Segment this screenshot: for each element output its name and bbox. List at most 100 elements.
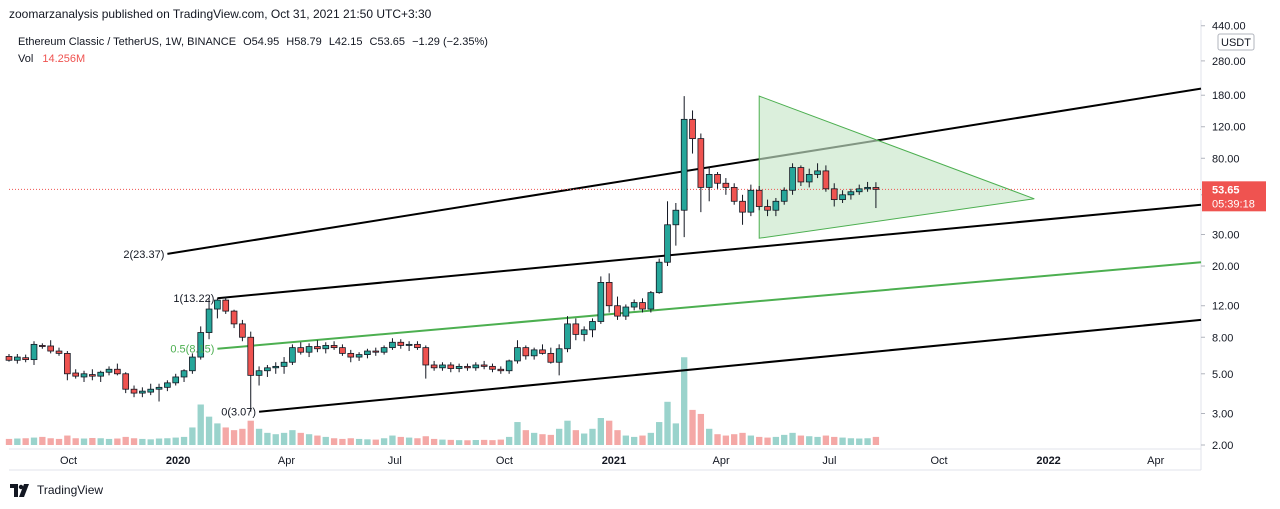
volume-bar — [580, 433, 588, 445]
volume-bar — [847, 438, 855, 445]
candle — [730, 183, 738, 205]
volume-bar — [172, 437, 179, 445]
candle-body — [122, 373, 130, 390]
channel-level-0 — [258, 318, 1202, 413]
volume-bar — [822, 435, 830, 445]
candle-body — [655, 261, 663, 294]
volume-label[interactable]: Vol — [18, 53, 34, 65]
candle — [747, 184, 755, 217]
currency-label[interactable]: USDT — [1221, 37, 1251, 49]
candle — [589, 318, 596, 338]
candle-body — [747, 189, 755, 213]
candle-body — [664, 224, 671, 263]
candle-body — [280, 361, 288, 367]
candle-body — [839, 194, 846, 201]
volume-bar — [764, 437, 771, 445]
publisher-line: zoomarzanalysis published on TradingView… — [9, 7, 432, 21]
volume-bar — [756, 436, 763, 445]
volume-bar — [247, 420, 254, 445]
volume-bar — [839, 437, 846, 445]
candle — [205, 298, 213, 340]
y-tick-label: 120.00 — [1212, 122, 1246, 134]
candle-body — [230, 310, 238, 325]
candle — [630, 299, 638, 311]
volume-bar — [797, 435, 805, 445]
candle-body — [814, 170, 821, 175]
volume-bar — [380, 438, 388, 445]
candle — [864, 181, 871, 192]
volume-bar — [497, 439, 504, 445]
y-tick-label: 20.00 — [1212, 261, 1240, 273]
candle-body — [680, 118, 688, 211]
volume-bar — [714, 434, 721, 445]
candle — [455, 363, 463, 373]
candle-body — [380, 347, 388, 353]
candle — [297, 342, 305, 355]
candle — [405, 341, 413, 352]
volume-bar — [372, 439, 379, 445]
candle-body — [697, 138, 705, 188]
candle-body — [97, 371, 105, 377]
candle-body — [805, 174, 813, 183]
volume-bar — [330, 438, 338, 445]
volume-bar — [514, 422, 521, 445]
volume-bar — [597, 418, 604, 445]
candle-body — [780, 189, 788, 202]
low-value: L42.15 — [328, 36, 363, 48]
candle-body — [405, 343, 413, 346]
symbol-title[interactable]: Ethereum Classic / TetherUS, 1W, BINANCE — [18, 36, 237, 48]
candle-body — [614, 305, 621, 317]
volume-bar — [264, 432, 271, 445]
volume-bar — [547, 434, 554, 445]
candle-body — [597, 282, 605, 322]
candle — [439, 362, 446, 371]
candle-body — [489, 365, 496, 370]
candle-body — [364, 350, 371, 355]
volume-bar — [439, 439, 446, 445]
volume-bar — [22, 438, 29, 445]
x-tick-label: 2022 — [1036, 455, 1060, 467]
candle-body — [530, 349, 538, 357]
candle-body — [55, 350, 63, 354]
candle — [172, 373, 180, 386]
volume-bar — [72, 438, 79, 445]
volume-bar — [814, 436, 821, 445]
candle — [489, 363, 496, 373]
candle — [855, 184, 863, 195]
candle — [289, 344, 296, 365]
candle — [14, 353, 21, 364]
currency-box[interactable] — [1217, 33, 1255, 51]
candle — [814, 163, 821, 179]
candle — [214, 298, 221, 319]
candle — [105, 366, 113, 376]
volume-bar — [539, 434, 546, 445]
candle-body — [580, 329, 588, 335]
volume-bar — [681, 357, 688, 445]
volume-bar — [5, 438, 13, 445]
tradingview-brand: TradingView — [37, 483, 104, 497]
volume-bar — [606, 420, 613, 445]
volume-bar — [589, 428, 596, 445]
volume-bar — [355, 438, 363, 445]
candle — [605, 273, 613, 313]
candle-body — [355, 354, 363, 358]
candle — [5, 353, 13, 362]
candle-body — [505, 360, 513, 372]
candle — [797, 165, 805, 186]
volume-bar — [706, 428, 713, 445]
candle-body — [47, 345, 54, 352]
volume-bar — [222, 427, 229, 445]
candle — [464, 363, 471, 371]
volume-bar — [522, 430, 529, 445]
tradingview-logo[interactable]: TradingView — [10, 483, 103, 497]
candle-body — [672, 209, 680, 226]
candle — [97, 370, 105, 382]
y-tick-label: 440.00 — [1212, 21, 1246, 33]
candle — [722, 178, 730, 195]
x-tick-label: Jul — [822, 455, 836, 467]
candle — [497, 366, 505, 374]
candle — [339, 344, 346, 356]
candle — [480, 360, 488, 370]
candle — [505, 359, 513, 374]
